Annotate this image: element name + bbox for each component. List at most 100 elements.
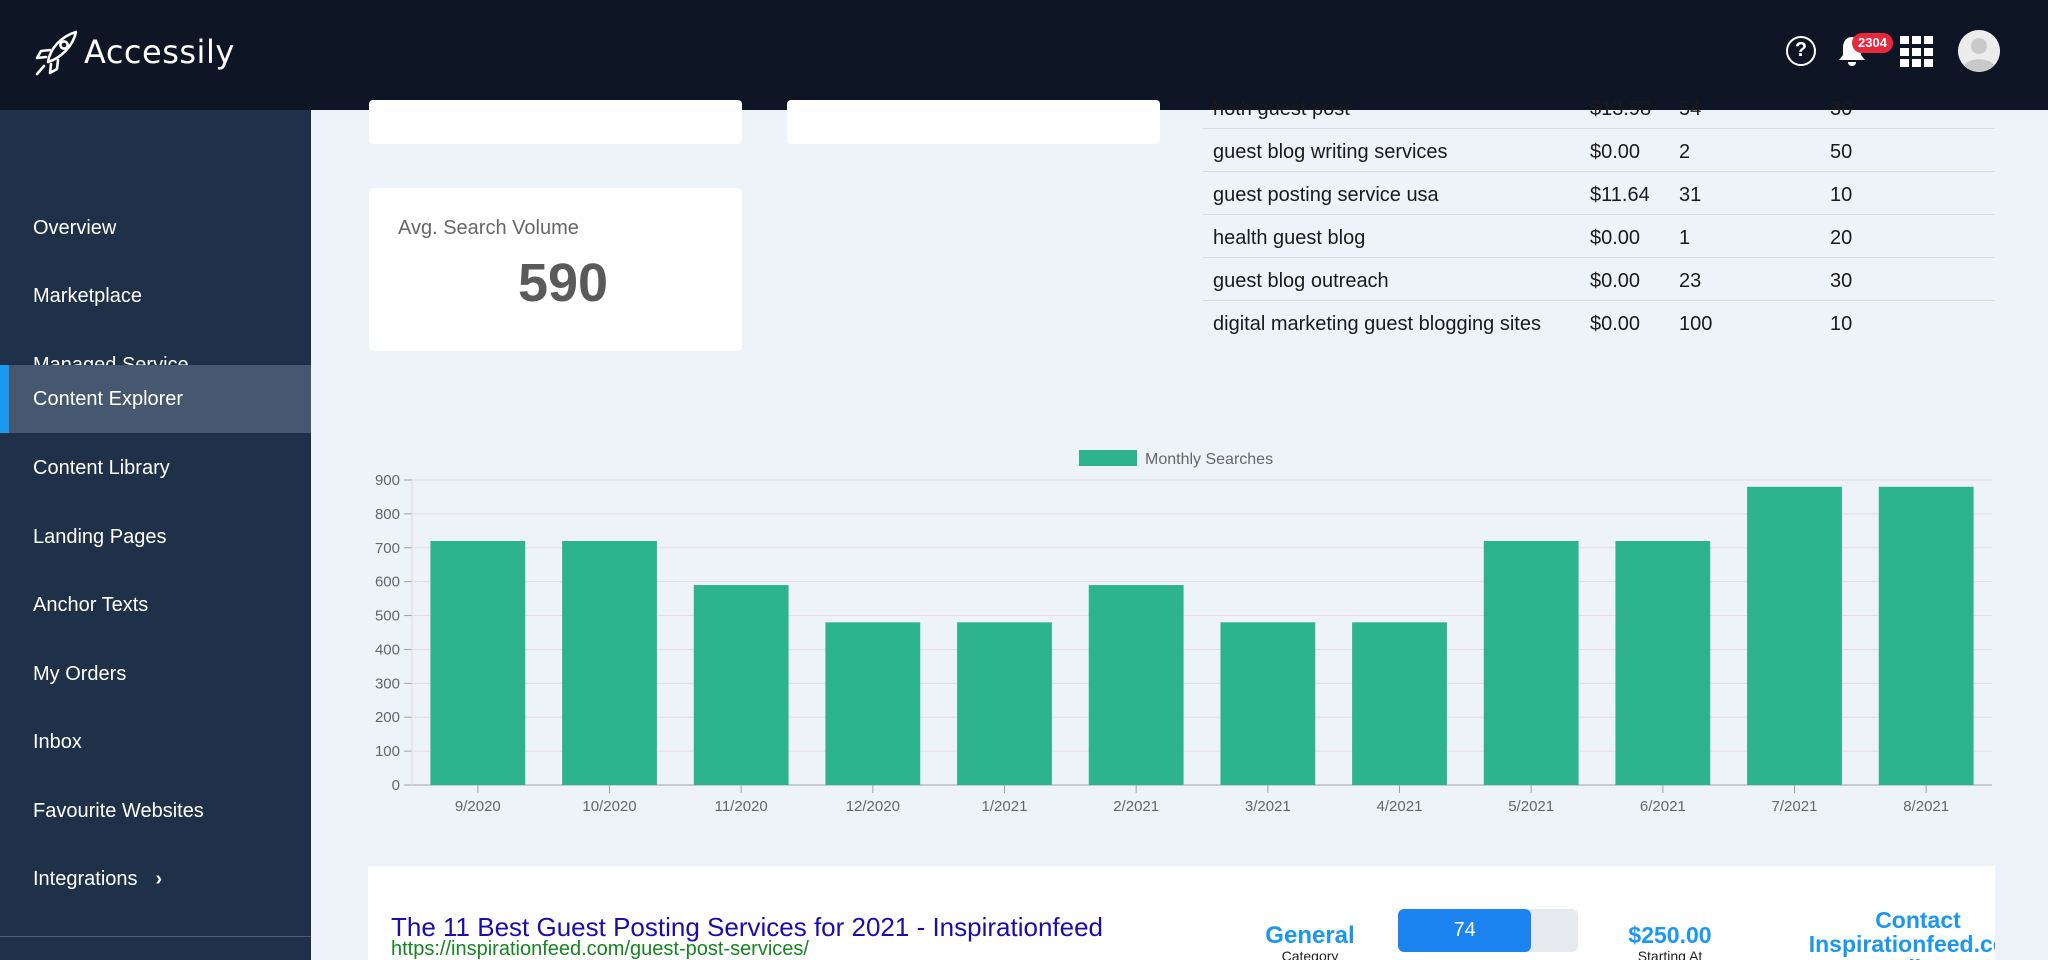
stat-label: Avg. Search Volume: [398, 217, 579, 239]
stat-card-avg-search-volume: Avg. Search Volume 590: [369, 188, 742, 351]
sidebar-divider: [0, 936, 311, 937]
bar-1-2021: [957, 622, 1052, 785]
bar-6-2021: [1615, 541, 1711, 785]
sidebar-item-overview[interactable]: Overview: [0, 194, 311, 262]
metric-cell: 10: [1830, 184, 1853, 206]
x-tick-label: 3/2021: [1245, 798, 1291, 815]
sidebar-item-label: Integrations: [33, 867, 138, 890]
help-icon[interactable]: ?: [1786, 36, 1816, 66]
cpc-cell: $0.00: [1590, 270, 1641, 292]
sidebar-item-landing-pages[interactable]: Landing Pages: [0, 503, 311, 571]
y-tick-label: 400: [375, 641, 400, 658]
y-tick-label: 200: [375, 709, 400, 726]
y-tick-label: 500: [375, 608, 400, 625]
score-bar: 74: [1398, 909, 1578, 952]
cpc-cell: $0.00: [1590, 313, 1641, 335]
bar-8-2021: [1878, 486, 1974, 785]
keyword-cell: guest blog outreach: [1213, 270, 1389, 292]
metric-cell: 100: [1679, 313, 1713, 335]
sidebar-item-label: Content Library: [33, 456, 170, 479]
contact-sellers-link[interactable]: Contact Inspirationfeed.com Sellers: [1808, 907, 1995, 960]
bar-5-2021: [1483, 541, 1579, 785]
sidebar-item-label: Inbox: [33, 730, 82, 753]
price-value: $250.00: [1628, 922, 1712, 948]
table-row[interactable]: digital marketing guest blogging sites $…: [1203, 301, 1995, 336]
metric-cell: 1: [1679, 227, 1691, 249]
result-title-link[interactable]: The 11 Best Guest Posting Services for 2…: [391, 912, 1104, 942]
stat-value: 590: [517, 253, 609, 313]
sidebar-item-my-orders[interactable]: My Orders: [0, 640, 311, 708]
category-value: General: [1265, 922, 1355, 949]
bar-11-2020: [693, 585, 789, 785]
bar-3-2021: [1220, 622, 1316, 785]
result-url-link[interactable]: https://inspirationfeed.com/guest-post-s…: [391, 938, 809, 960]
table-row[interactable]: health guest blog $0.00 1 20: [1203, 215, 1995, 258]
cpc-cell: $0.00: [1590, 227, 1641, 249]
sidebar-item-label: Favourite Websites: [33, 799, 204, 822]
bar-12-2020: [825, 622, 921, 785]
sidebar-item-label: Landing Pages: [33, 525, 167, 548]
sidebar-item-label: Anchor Texts: [33, 593, 149, 616]
y-tick-label: 300: [375, 675, 400, 692]
rocket-icon: [35, 30, 78, 76]
user-avatar[interactable]: [1958, 30, 2000, 72]
x-tick-label: 7/2021: [1772, 798, 1818, 815]
y-tick-label: 0: [392, 777, 400, 794]
keyword-table: hoth guest post $13.98 54 30 guest blog …: [1203, 96, 1995, 336]
cpc-cell: $0.00: [1590, 141, 1641, 163]
stat-card-top-middle: [787, 100, 1160, 144]
notification-badge: 2304: [1852, 33, 1893, 53]
x-tick-label: 4/2021: [1377, 798, 1423, 815]
sidebar-item-favourite-websites[interactable]: Favourite Websites: [0, 777, 311, 845]
y-tick-label: 600: [375, 574, 400, 591]
apps-grid-icon[interactable]: [1900, 36, 1934, 68]
sidebar-item-inbox[interactable]: Inbox: [0, 708, 311, 776]
keyword-cell: guest posting service usa: [1213, 184, 1439, 206]
x-tick-label: 1/2021: [982, 798, 1028, 815]
sidebar-item-label: Marketplace: [33, 284, 142, 307]
sidebar: Overview Marketplace Managed Service Con…: [0, 110, 311, 960]
cpc-cell: $13.98: [1590, 98, 1652, 120]
top-bar: Accessily ? 2304: [0, 0, 2048, 110]
sidebar-item-content-library[interactable]: Content Library: [0, 434, 311, 502]
x-tick-label: 12/2020: [846, 798, 900, 815]
keyword-cell: guest blog writing services: [1213, 141, 1448, 163]
table-row[interactable]: hoth guest post $13.98 54 30: [1203, 96, 1995, 129]
x-tick-label: 8/2021: [1903, 798, 1949, 815]
chart-svg: 0 100 200 300 400 500 600 700 800 900 9/2020 10/202…: [375, 450, 1992, 815]
x-tick-label: 10/2020: [582, 798, 636, 815]
x-tick-label: 5/2021: [1508, 798, 1554, 815]
sidebar-item-content-explorer[interactable]: Content Explorer: [0, 365, 311, 433]
metric-cell: 50: [1830, 141, 1853, 163]
metric-cell: 30: [1830, 270, 1853, 292]
y-tick-label: 800: [375, 506, 400, 523]
sidebar-item-marketplace[interactable]: Marketplace: [0, 262, 311, 330]
x-tick-label: 11/2020: [715, 798, 768, 815]
logo[interactable]: Accessily: [34, 28, 235, 76]
search-result-card: The 11 Best Guest Posting Services for 2…: [368, 866, 1995, 960]
x-tick-label: 9/2020: [455, 798, 501, 815]
metric-cell: 2: [1679, 141, 1691, 163]
metric-cell: 31: [1679, 184, 1702, 206]
metric-cell: 30: [1830, 98, 1853, 120]
metric-cell: 10: [1830, 313, 1853, 335]
sidebar-item-anchor-texts[interactable]: Anchor Texts: [0, 571, 311, 639]
sidebar-item-integrations[interactable]: Integrations ›: [0, 845, 311, 913]
monthly-searches-chart: 0 100 200 300 400 500 600 700 800 900 9/2020 10/202…: [360, 440, 2000, 820]
sidebar-item-label: Overview: [33, 216, 117, 239]
score-bar-fill: 74: [1398, 909, 1532, 952]
bar-2-2021: [1088, 585, 1184, 785]
table-row[interactable]: guest blog outreach $0.00 23 30: [1203, 258, 1995, 301]
table-row[interactable]: guest posting service usa $11.64 31 10: [1203, 172, 1995, 215]
metric-cell: 23: [1679, 270, 1702, 292]
price-label: Starting At: [1637, 948, 1703, 960]
y-tick-label: 700: [375, 540, 400, 557]
keyword-cell: digital marketing guest blogging sites: [1213, 313, 1541, 335]
cpc-cell: $11.64: [1590, 184, 1650, 206]
keyword-cell: hoth guest post: [1213, 98, 1350, 120]
sidebar-item-label: Content Explorer: [33, 387, 184, 410]
logo-text: Accessily: [84, 33, 235, 71]
table-row[interactable]: guest blog writing services $0.00 2 50: [1203, 129, 1995, 172]
y-tick-label: 900: [375, 472, 400, 489]
legend-swatch: [1079, 450, 1137, 466]
